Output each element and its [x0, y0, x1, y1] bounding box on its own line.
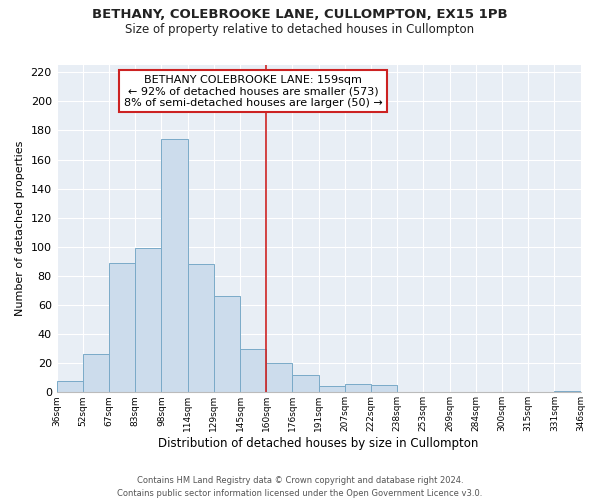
Y-axis label: Number of detached properties: Number of detached properties — [15, 141, 25, 316]
Bar — [345, 384, 371, 392]
Bar — [56, 380, 83, 392]
Text: BETHANY COLEBROOKE LANE: 159sqm
← 92% of detached houses are smaller (573)
8% of: BETHANY COLEBROOKE LANE: 159sqm ← 92% of… — [124, 75, 382, 108]
Text: Contains HM Land Registry data © Crown copyright and database right 2024.
Contai: Contains HM Land Registry data © Crown c… — [118, 476, 482, 498]
Bar — [292, 375, 319, 392]
Bar — [240, 348, 266, 393]
Bar — [135, 248, 161, 392]
Bar — [161, 139, 188, 392]
Text: Size of property relative to detached houses in Cullompton: Size of property relative to detached ho… — [125, 22, 475, 36]
Bar — [188, 264, 214, 392]
Bar — [319, 386, 345, 392]
X-axis label: Distribution of detached houses by size in Cullompton: Distribution of detached houses by size … — [158, 437, 479, 450]
Bar — [371, 385, 397, 392]
Bar — [554, 391, 581, 392]
Bar — [83, 354, 109, 393]
Text: BETHANY, COLEBROOKE LANE, CULLOMPTON, EX15 1PB: BETHANY, COLEBROOKE LANE, CULLOMPTON, EX… — [92, 8, 508, 20]
Bar — [266, 363, 292, 392]
Bar — [214, 296, 240, 392]
Bar — [109, 263, 135, 392]
